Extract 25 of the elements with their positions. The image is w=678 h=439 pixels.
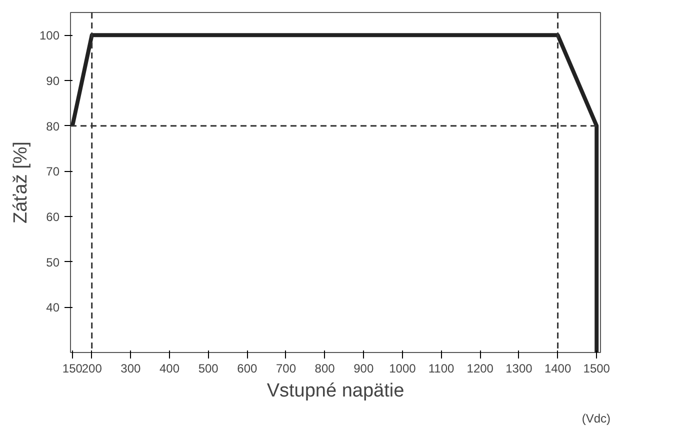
y-tick-label: 50 [46, 255, 60, 270]
x-tick-label: 200 [82, 362, 102, 376]
x-tick-label: 1200 [466, 362, 494, 376]
y-axis-title: Záťaž [%] [10, 141, 32, 224]
x-tick-label: 300 [120, 362, 142, 376]
x-tick-label: 600 [237, 362, 258, 376]
x-tick-label: 700 [276, 362, 296, 376]
x-tick-label: 1300 [506, 362, 533, 376]
y-tick-label: 80 [46, 119, 60, 134]
x-tick-label: 1100 [428, 362, 455, 376]
x-tick-label: 1000 [389, 362, 416, 376]
x-tick-label: 900 [354, 362, 374, 376]
y-tick-label: 60 [46, 210, 60, 224]
x-tick-label: 500 [198, 362, 219, 376]
y-tick-label: 100 [39, 28, 60, 43]
text: (Vdc) [582, 412, 611, 426]
x-tick-label: 800 [314, 362, 336, 376]
y-tick-label: 70 [46, 164, 60, 179]
y-tick-label: 40 [46, 300, 60, 315]
x-tick-label: 1500 [583, 362, 610, 376]
y-tick-label: 90 [46, 74, 60, 88]
x-tick-label: 1400 [544, 362, 572, 376]
x-tick-label: 400 [160, 362, 180, 376]
x-tick-label: 150 [62, 362, 83, 376]
x-axis-title: Vstupné napätie [266, 380, 404, 402]
